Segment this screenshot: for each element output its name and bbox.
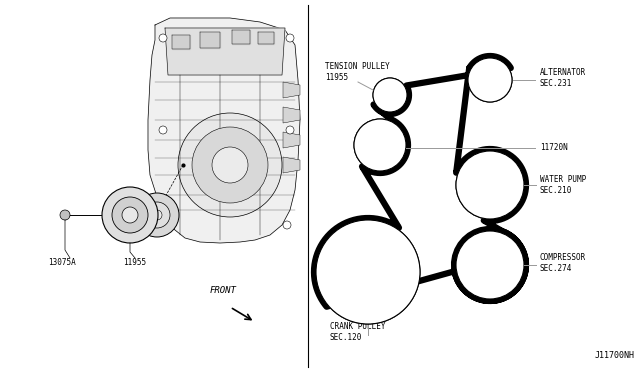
Circle shape xyxy=(354,119,406,171)
Circle shape xyxy=(102,187,158,243)
Circle shape xyxy=(286,126,294,134)
Circle shape xyxy=(159,126,167,134)
Circle shape xyxy=(192,127,268,203)
Circle shape xyxy=(468,58,512,102)
Circle shape xyxy=(159,34,167,42)
Circle shape xyxy=(456,231,524,299)
Polygon shape xyxy=(283,82,300,98)
Circle shape xyxy=(60,210,70,220)
Polygon shape xyxy=(258,32,274,44)
Text: CRANK PULLEY
SEC.120: CRANK PULLEY SEC.120 xyxy=(330,322,385,342)
Circle shape xyxy=(283,221,291,229)
Polygon shape xyxy=(283,132,300,148)
Text: WATER PUMP
SEC.210: WATER PUMP SEC.210 xyxy=(540,175,586,195)
Text: 11955: 11955 xyxy=(124,258,147,267)
Polygon shape xyxy=(283,157,300,173)
Circle shape xyxy=(456,231,524,299)
Circle shape xyxy=(286,34,294,42)
Text: ALTERNATOR
SEC.231: ALTERNATOR SEC.231 xyxy=(540,68,586,88)
Polygon shape xyxy=(148,18,300,243)
Text: 11720N: 11720N xyxy=(540,144,568,153)
Circle shape xyxy=(468,58,512,102)
Text: COMPRESSOR
SEC.274: COMPRESSOR SEC.274 xyxy=(540,253,586,273)
Circle shape xyxy=(373,78,407,112)
Circle shape xyxy=(135,193,179,237)
Polygon shape xyxy=(172,35,190,49)
Circle shape xyxy=(212,147,248,183)
Circle shape xyxy=(178,113,282,217)
Text: 13075A: 13075A xyxy=(48,258,76,267)
Circle shape xyxy=(316,220,420,324)
Circle shape xyxy=(456,151,524,219)
Circle shape xyxy=(316,220,420,324)
Circle shape xyxy=(159,221,167,229)
Text: TENSION PULLEY
11955: TENSION PULLEY 11955 xyxy=(325,62,390,82)
Circle shape xyxy=(152,210,162,220)
Circle shape xyxy=(112,197,148,233)
Circle shape xyxy=(122,207,138,223)
Text: FRONT: FRONT xyxy=(210,286,237,295)
Polygon shape xyxy=(200,32,220,48)
Polygon shape xyxy=(232,30,250,44)
Circle shape xyxy=(456,151,524,219)
Polygon shape xyxy=(283,107,300,123)
Circle shape xyxy=(354,119,406,171)
Polygon shape xyxy=(165,28,285,75)
Circle shape xyxy=(144,202,170,228)
Circle shape xyxy=(373,78,407,112)
Text: J11700NH: J11700NH xyxy=(595,351,635,360)
